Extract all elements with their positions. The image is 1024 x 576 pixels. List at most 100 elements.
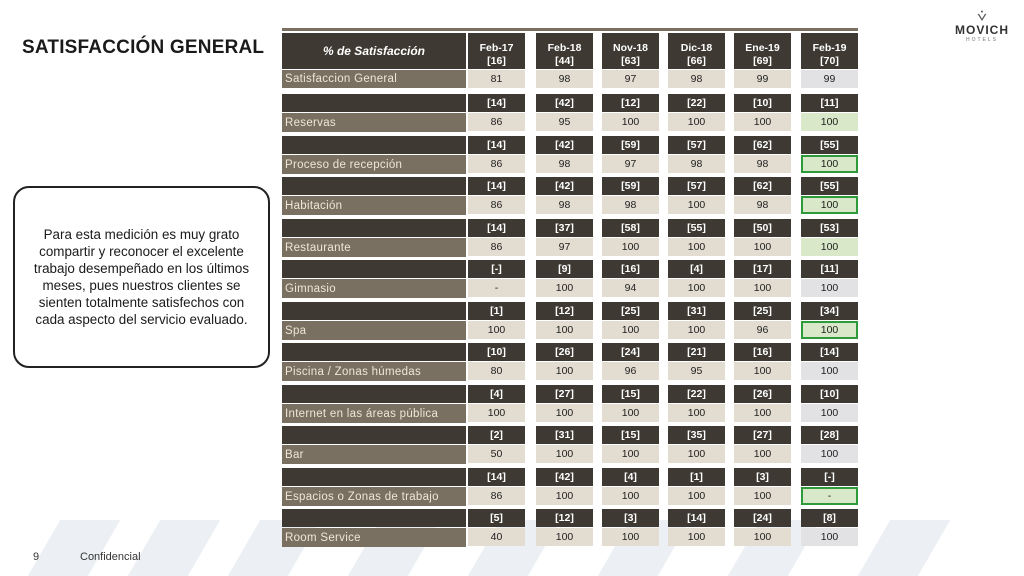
count-cell: [8]	[801, 509, 858, 527]
value-cell: 100	[602, 445, 659, 463]
row-label: Bar	[282, 445, 466, 464]
value-cell: 100	[468, 321, 525, 339]
value-cell: -	[801, 487, 858, 505]
column-count: [66]	[687, 55, 706, 67]
value-cell: 96	[734, 321, 791, 339]
count-cell: [35]	[668, 426, 725, 444]
value-cell: 100	[801, 238, 858, 256]
value-cell: 95	[536, 113, 593, 131]
column-count: [63]	[621, 55, 640, 67]
column-count: [69]	[753, 55, 772, 67]
count-cell: [26]	[536, 343, 593, 361]
value-cell: 100	[801, 362, 858, 380]
value-cell: 100	[668, 528, 725, 546]
value-cell: 100	[734, 362, 791, 380]
count-cell: [11]	[801, 260, 858, 278]
value-cell: 100	[734, 113, 791, 131]
value-cell: 98	[668, 155, 725, 173]
column-month: Ene-19	[745, 42, 780, 54]
row-label: Piscina / Zonas húmedas	[282, 362, 466, 381]
count-cell: [16]	[734, 343, 791, 361]
value-cell: 94	[602, 279, 659, 297]
count-cell: [50]	[734, 219, 791, 237]
value-cell: 100	[602, 404, 659, 422]
value-cell: 97	[602, 155, 659, 173]
count-cell: [27]	[536, 385, 593, 403]
value-cell: 50	[468, 445, 525, 463]
count-cell: [15]	[602, 385, 659, 403]
section-band	[282, 260, 466, 278]
count-cell: [-]	[468, 260, 525, 278]
count-cell: [22]	[668, 385, 725, 403]
count-cell: [3]	[602, 509, 659, 527]
section-band	[282, 136, 466, 154]
count-cell: [14]	[668, 509, 725, 527]
count-cell: [62]	[734, 177, 791, 195]
table-top-bar	[282, 28, 858, 31]
column-month: Feb-19	[812, 42, 847, 54]
count-cell: [25]	[602, 302, 659, 320]
count-cell: [4]	[468, 385, 525, 403]
logo-mark-icon: ⩒	[977, 6, 987, 25]
column-header: Feb-17 [16]	[468, 33, 525, 69]
value-cell: 100	[734, 238, 791, 256]
count-cell: [5]	[468, 509, 525, 527]
page-number: 9	[33, 551, 40, 563]
column-month: Feb-17	[479, 42, 514, 54]
row-label: Habitación	[282, 196, 466, 215]
section-band	[282, 302, 466, 320]
section-band	[282, 468, 466, 486]
count-cell: [15]	[602, 426, 659, 444]
value-cell: 98	[734, 196, 791, 214]
count-cell: [42]	[536, 94, 593, 112]
value-cell: 98	[536, 155, 593, 173]
value-cell: 86	[468, 238, 525, 256]
count-cell: [2]	[468, 426, 525, 444]
row-label: Proceso de recepción	[282, 155, 466, 174]
row-label: Gimnasio	[282, 279, 466, 298]
value-cell: 99	[734, 70, 791, 88]
value-cell: 100	[668, 321, 725, 339]
column-count: [70]	[820, 55, 839, 67]
value-cell: 98	[536, 196, 593, 214]
count-cell: [14]	[468, 94, 525, 112]
value-cell: 100	[602, 321, 659, 339]
section-band	[282, 177, 466, 195]
count-cell: [25]	[734, 302, 791, 320]
count-cell: [10]	[468, 343, 525, 361]
value-cell: 100	[536, 528, 593, 546]
count-cell: [21]	[668, 343, 725, 361]
count-cell: [4]	[602, 468, 659, 486]
value-cell: 99	[801, 70, 858, 88]
column-count: [44]	[555, 55, 574, 67]
count-cell: [9]	[536, 260, 593, 278]
count-cell: [59]	[602, 177, 659, 195]
column-header: Feb-19 [70]	[801, 33, 858, 69]
value-cell: 100	[668, 113, 725, 131]
count-cell: [16]	[602, 260, 659, 278]
row-label: Room Service	[282, 528, 466, 547]
count-cell: [57]	[668, 136, 725, 154]
value-cell: 100	[801, 404, 858, 422]
value-cell: 100	[468, 404, 525, 422]
count-cell: [24]	[602, 343, 659, 361]
value-cell: 98	[734, 155, 791, 173]
value-cell: 100	[801, 196, 858, 214]
count-cell: [11]	[801, 94, 858, 112]
value-cell: 100	[801, 155, 858, 173]
count-cell: [31]	[536, 426, 593, 444]
count-cell: [59]	[602, 136, 659, 154]
value-cell: 95	[668, 362, 725, 380]
value-cell: 100	[536, 321, 593, 339]
section-band	[282, 219, 466, 237]
count-cell: [42]	[536, 468, 593, 486]
column-month: Feb-18	[547, 42, 582, 54]
value-cell: 100	[602, 528, 659, 546]
value-cell: 100	[536, 487, 593, 505]
count-cell: [14]	[468, 219, 525, 237]
count-cell: [27]	[734, 426, 791, 444]
count-cell: [42]	[536, 177, 593, 195]
value-cell: 98	[536, 70, 593, 88]
count-cell: [14]	[468, 177, 525, 195]
count-cell: [14]	[801, 343, 858, 361]
